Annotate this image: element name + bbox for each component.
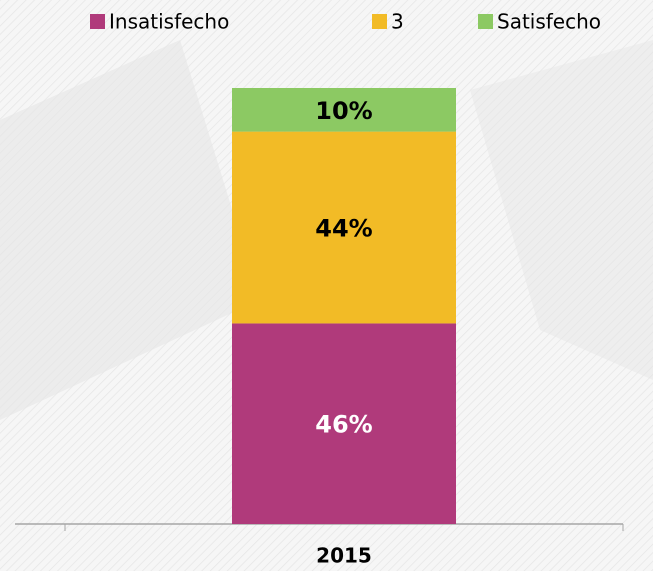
x-tick-label: 2015 — [316, 544, 372, 568]
legend-label: Insatisfecho — [109, 10, 229, 34]
legend-label: Satisfecho — [497, 10, 601, 34]
legend-swatch — [478, 14, 493, 29]
legend-swatch — [372, 14, 387, 29]
bar-segment — [232, 88, 456, 132]
legend-label: 3 — [391, 10, 404, 34]
bar-segment — [232, 131, 456, 324]
data-label: 44% — [315, 215, 372, 243]
data-label: 46% — [315, 411, 372, 439]
data-label: 10% — [315, 97, 372, 125]
legend-swatch — [90, 14, 105, 29]
bar-segment — [232, 323, 456, 524]
